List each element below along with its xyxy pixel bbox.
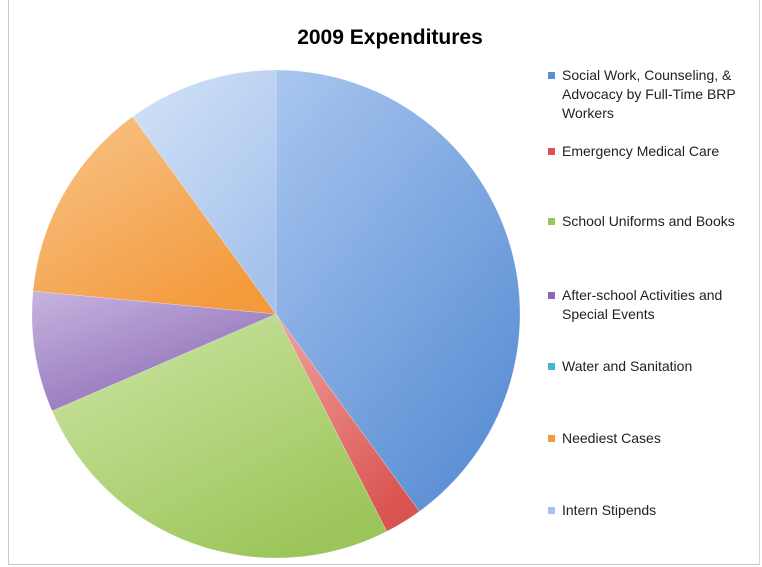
legend-item: Neediest Cases [548,429,758,448]
chart-frame [8,0,760,565]
legend-item: Emergency Medical Care [548,142,758,161]
legend-swatch [548,507,555,514]
legend-label: Emergency Medical Care [562,143,720,159]
legend-item: Intern Stipends [548,501,758,520]
legend-swatch [548,292,555,299]
pie-slice-3 [31,290,277,412]
legend-swatch [548,148,555,155]
pie-slice-5 [32,116,277,315]
legend-item: Water and Sanitation [548,357,758,376]
legend-swatch [548,363,555,370]
legend-swatch [548,218,555,225]
pie-slice-6 [132,69,277,315]
legend-label: Intern Stipends [562,502,657,518]
legend-label: School Uniforms and Books [562,213,735,229]
legend-item: After-school Activities and Special Even… [548,286,758,324]
legend-swatch [548,72,555,79]
legend-item: School Uniforms and Books [548,212,758,231]
legend-label: Social Work, Counseling, & Advocacy by F… [562,67,736,121]
legend-label: Neediest Cases [562,430,661,446]
legend-label: Water and Sanitation [562,358,693,374]
legend-item: Social Work, Counseling, & Advocacy by F… [548,66,758,123]
pie-slice-2 [51,313,388,559]
legend-swatch [548,435,555,442]
chart-title: 2009 Expenditures [297,26,483,49]
pie-slice-0 [275,69,521,512]
legend-label: After-school Activities and Special Even… [562,287,723,322]
chart-legend: Social Work, Counseling, & Advocacy by F… [548,0,760,567]
pie-slice-1 [275,313,420,532]
pie-chart [31,69,521,559]
